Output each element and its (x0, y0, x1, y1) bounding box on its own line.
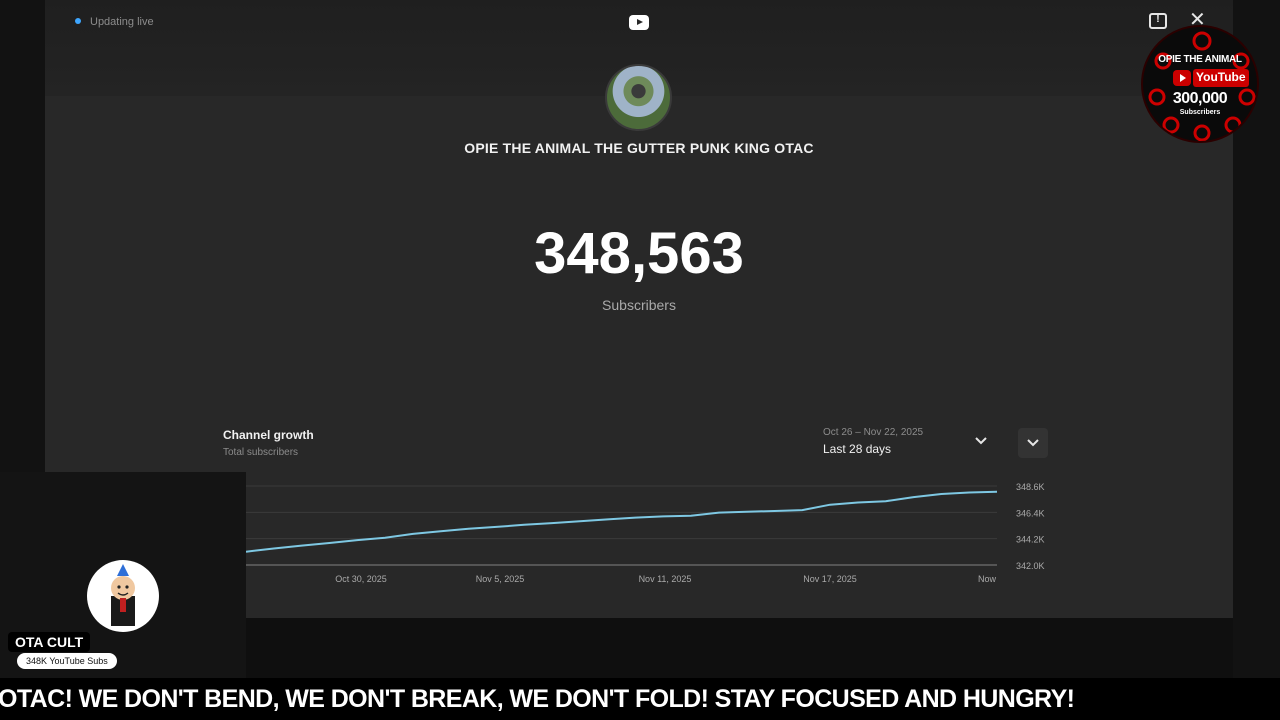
live-dot-icon (75, 18, 81, 24)
x-tick-label: Nov 5, 2025 (476, 574, 525, 584)
youtube-logo-icon: YouTube (1173, 69, 1249, 87)
y-tick-label: 344.2K (1016, 535, 1045, 545)
youtube-logo-icon (629, 15, 649, 30)
period-selector[interactable]: Last 28 days (823, 442, 892, 456)
series-line (245, 490, 998, 553)
growth-title: Channel growth (223, 428, 314, 442)
live-status-text: Updating live (90, 16, 154, 28)
expand-chart-button[interactable] (1018, 428, 1048, 458)
subscriber-label: Subscribers (602, 297, 676, 313)
x-tick-label: Now (978, 574, 997, 584)
channel-avatar (605, 64, 672, 131)
y-tick-label: 346.4K (1016, 508, 1045, 518)
growth-subtitle: Total subscribers (223, 447, 299, 458)
date-range: Oct 26 – Nov 22, 2025 (823, 427, 924, 438)
host-subs-badge: 348K YouTube Subs (17, 653, 117, 669)
badge-count: 300,000 (1172, 90, 1228, 107)
feedback-icon[interactable] (1149, 13, 1167, 29)
x-tick-label: Nov 11, 2025 (639, 574, 692, 584)
channel-growth-chart: 348.6K 346.4K 344.2K 342.0K Oct 30, 2025 Nov … (245, 482, 1045, 584)
chevron-down-icon[interactable] (974, 434, 988, 448)
host-name-badge: OTA CULT (8, 632, 91, 652)
badge-platform: YouTube (1193, 69, 1249, 87)
x-tick-label: Oct 30, 2025 (335, 574, 387, 584)
y-tick-label: 348.6K (1016, 482, 1045, 492)
channel-name: OPIE THE ANIMAL THE GUTTER PUNK KING OTA… (464, 140, 814, 156)
ticker-text: OTAC! WE DON'T BEND, WE DON'T BREAK, WE … (0, 685, 1075, 713)
subscriber-milestone-badge: OPIE THE ANIMAL YouTube 300,000 Subscrib… (1141, 25, 1259, 143)
chevron-down-icon (1027, 439, 1039, 447)
badge-label: Subscribers (1179, 109, 1221, 116)
x-tick-label: Nov 17, 2025 (803, 574, 857, 584)
subscriber-count: 348,563 (534, 221, 744, 286)
y-tick-label: 342.0K (1016, 561, 1045, 571)
badge-channel-name: OPIE THE ANIMAL (1158, 54, 1242, 65)
news-ticker: OTAC! WE DON'T BEND, WE DON'T BREAK, WE … (0, 678, 1280, 720)
host-avatar (87, 560, 159, 632)
